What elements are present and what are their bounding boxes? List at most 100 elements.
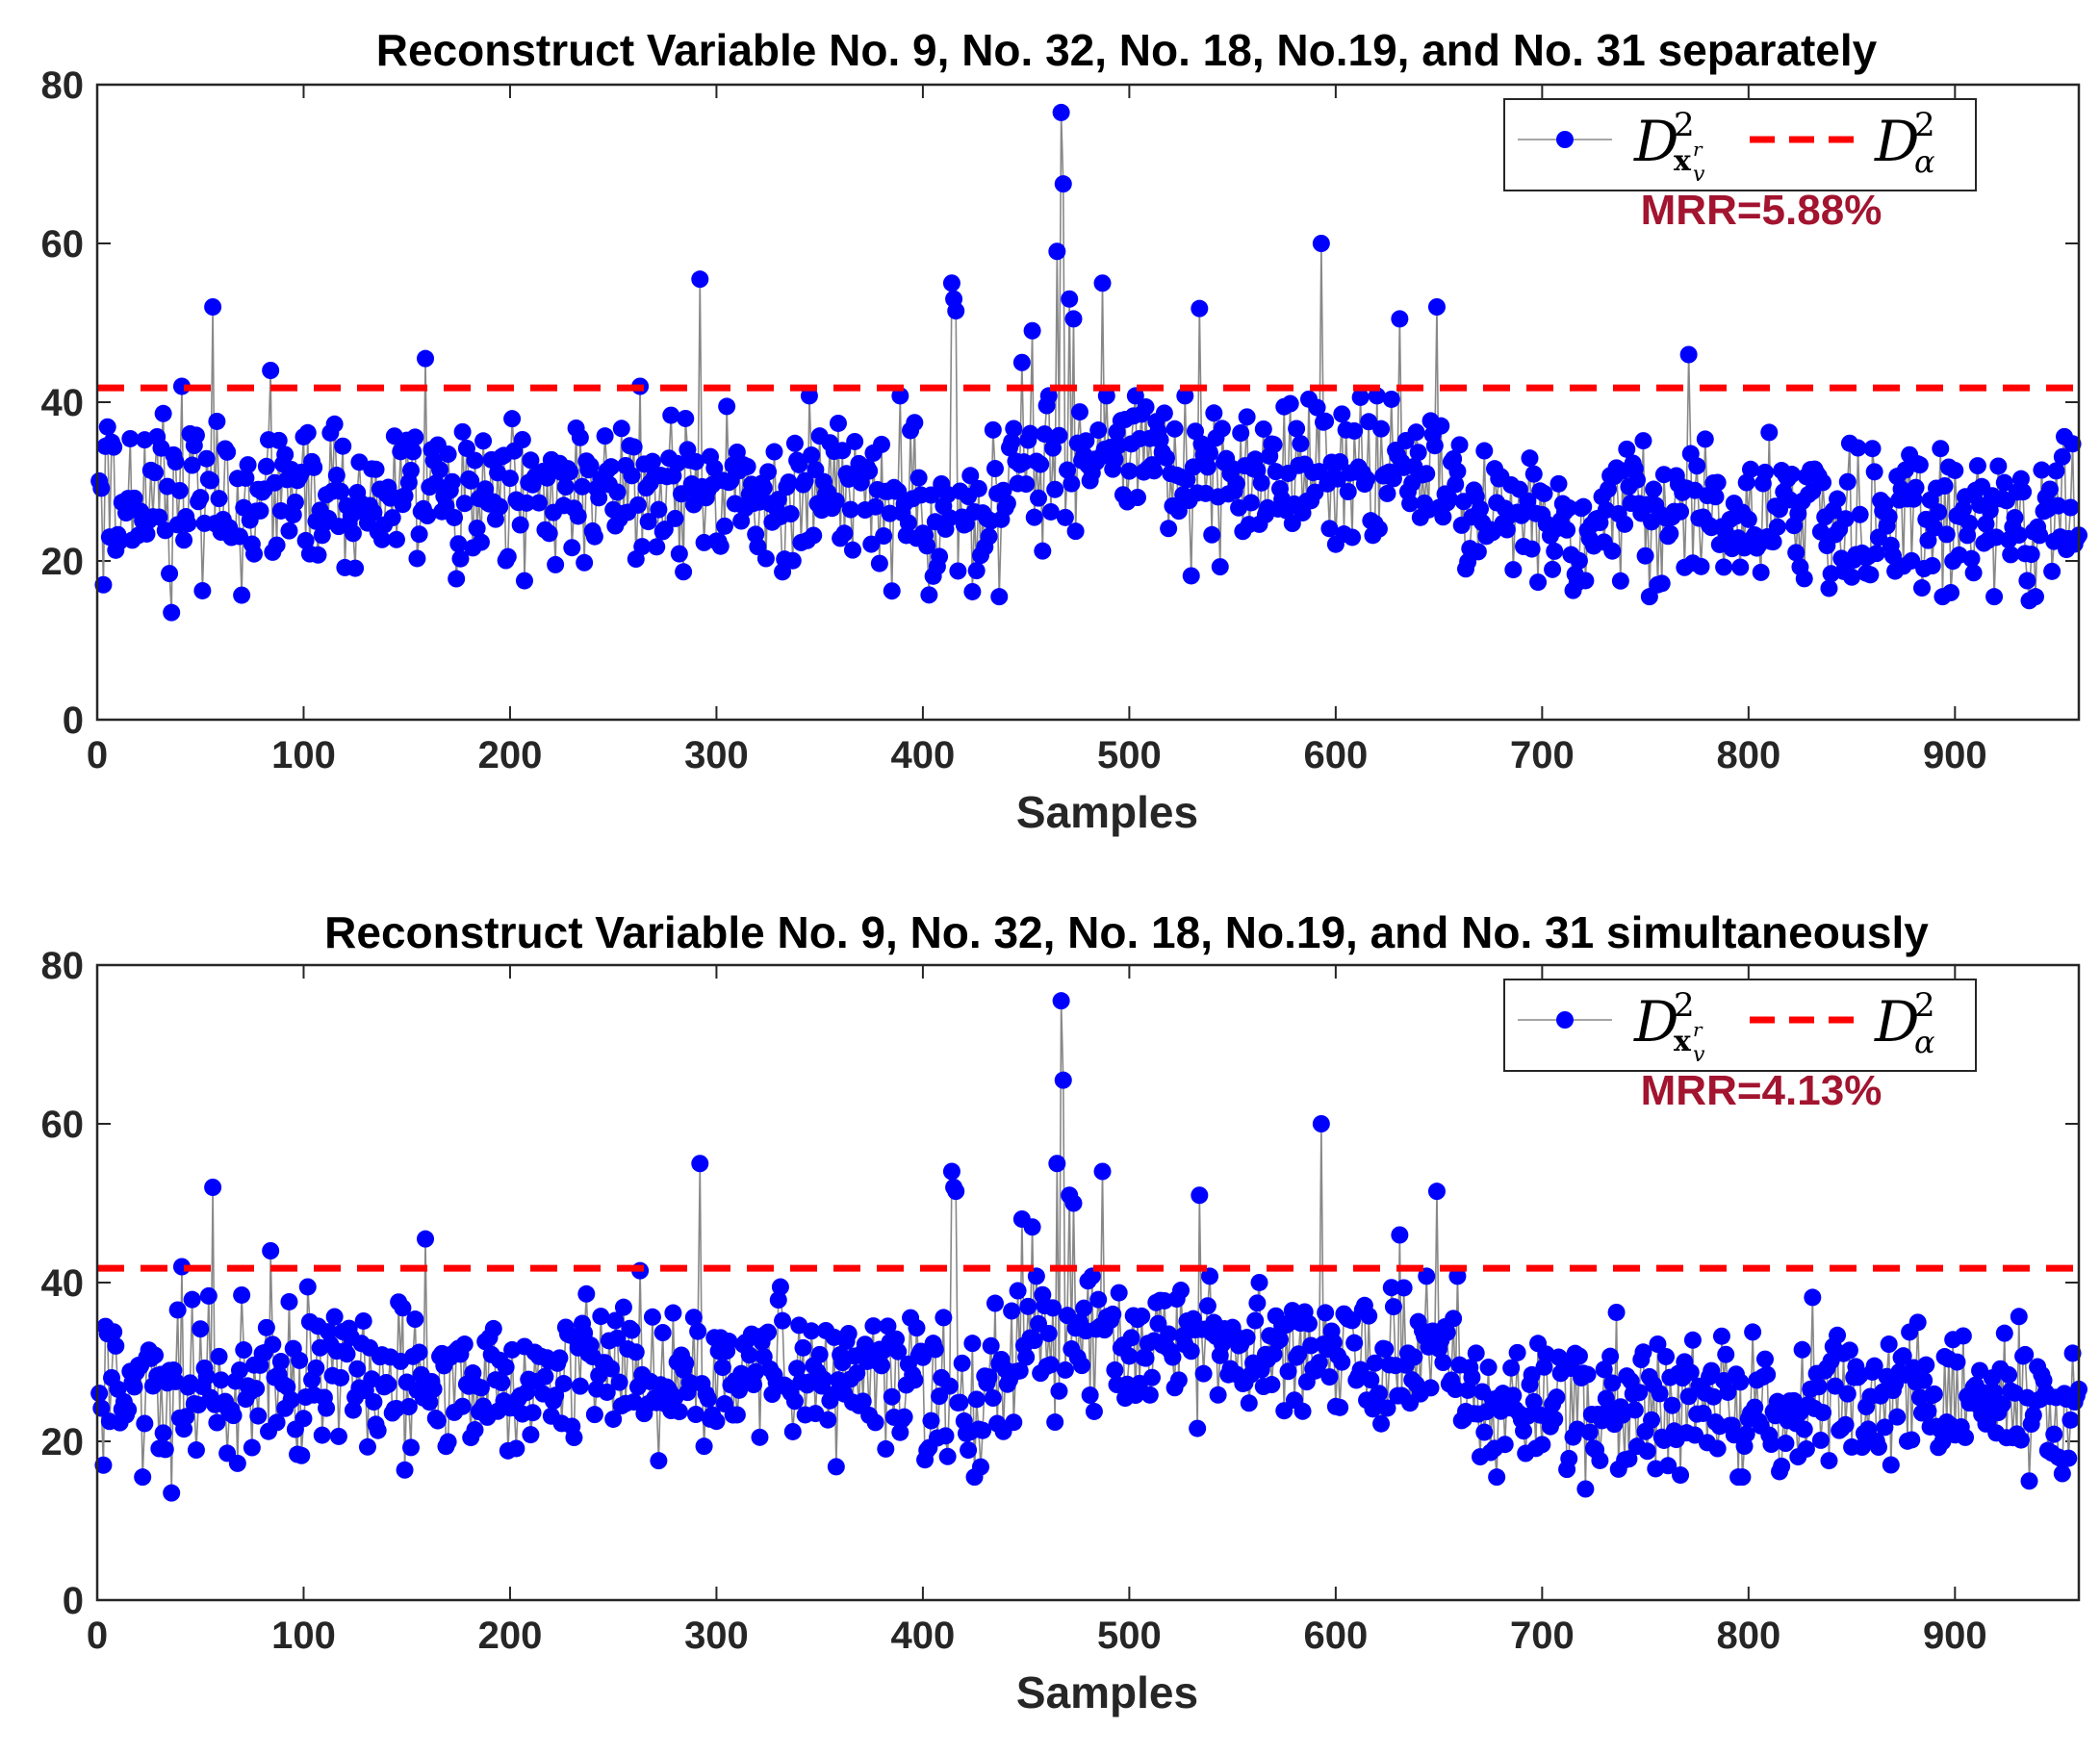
data-point	[1017, 1348, 1036, 1366]
data-point	[90, 1385, 109, 1403]
data-point	[1681, 1363, 1700, 1382]
data-point	[269, 431, 288, 449]
data-point	[606, 1311, 625, 1330]
x-tick-label: 300	[684, 1615, 749, 1657]
data-point	[1003, 1302, 1021, 1320]
data-point	[1479, 1359, 1498, 1377]
data-point	[2047, 462, 2065, 480]
data-point	[210, 490, 228, 508]
data-point	[774, 1311, 792, 1330]
data-point	[1942, 583, 1960, 601]
data-point	[1836, 510, 1855, 528]
data-point	[453, 1397, 472, 1415]
data-point	[134, 1468, 152, 1487]
data-point	[1064, 310, 1083, 328]
data-point	[1015, 453, 1034, 471]
data-point	[759, 1323, 778, 1341]
data-point	[751, 1428, 769, 1446]
x-tick-label: 100	[271, 734, 336, 776]
data-point	[1652, 574, 1671, 593]
data-point	[1544, 560, 1562, 578]
data-point	[1376, 1340, 1395, 1359]
data-point	[960, 1441, 978, 1460]
data-point	[666, 509, 684, 527]
data-point	[1861, 566, 1880, 584]
data-point	[1023, 321, 1041, 340]
data-point	[1164, 1348, 1182, 1366]
data-point	[922, 1412, 940, 1430]
data-point	[785, 1392, 804, 1411]
data-point	[1155, 404, 1173, 422]
data-point	[1310, 463, 1328, 481]
data-point	[1636, 547, 1654, 565]
data-point	[2006, 509, 2024, 527]
data-point	[243, 1438, 261, 1457]
data-point	[1041, 502, 1060, 521]
data-point	[237, 469, 255, 487]
data-point	[121, 429, 140, 447]
data-point	[138, 524, 156, 543]
data-point	[499, 547, 517, 566]
x-tick-label: 800	[1716, 734, 1780, 776]
data-point	[984, 420, 1002, 439]
data-point	[571, 428, 589, 446]
data-point	[1344, 528, 1362, 547]
x-axis-label: Samples	[1016, 1667, 1198, 1717]
data-point	[1160, 520, 1178, 538]
data-point	[472, 533, 490, 551]
data-point	[1741, 460, 1759, 478]
data-point	[1320, 1368, 1339, 1386]
data-point	[354, 1311, 372, 1330]
data-point	[1252, 473, 1270, 492]
data-point	[1384, 1298, 1402, 1316]
data-point	[949, 562, 967, 580]
data-point	[713, 1359, 731, 1377]
mrr-annotation: MRR=5.88%	[1641, 187, 1882, 234]
data-point	[94, 1456, 113, 1474]
data-point	[563, 539, 581, 557]
x-tick-label: 200	[478, 1615, 543, 1657]
data-point	[1238, 1329, 1256, 1347]
data-point	[602, 1360, 621, 1378]
data-point	[1535, 1358, 1553, 1376]
data-point	[1863, 440, 1882, 458]
data-point	[2011, 1431, 2030, 1449]
data-point	[1085, 1402, 1103, 1420]
data-point	[2063, 435, 2082, 453]
data-point	[1027, 1267, 1045, 1285]
data-point	[1607, 1303, 1626, 1321]
data-point	[1529, 573, 1548, 592]
data-point	[675, 563, 693, 581]
data-point	[908, 1319, 926, 1337]
data-point	[1059, 461, 1077, 479]
data-point	[769, 1291, 787, 1310]
x-tick-label: 600	[1304, 734, 1369, 776]
data-point	[1246, 1311, 1265, 1330]
data-point	[1758, 1365, 1777, 1384]
data-point	[307, 1359, 325, 1377]
data-point	[1867, 545, 1885, 563]
data-point	[1795, 1420, 1813, 1438]
data-point	[889, 1342, 908, 1361]
data-point	[1445, 1310, 1463, 1328]
data-point	[783, 1422, 802, 1440]
data-point	[1106, 450, 1124, 469]
data-point	[1793, 1340, 1811, 1359]
data-point	[2010, 1308, 2028, 1326]
data-point	[318, 1399, 336, 1417]
data-point	[1126, 387, 1144, 405]
data-point	[298, 423, 317, 442]
data-point	[1093, 274, 1112, 292]
data-point	[1165, 420, 1184, 438]
data-point	[803, 1322, 821, 1340]
data-point	[554, 1375, 573, 1393]
data-point	[1339, 483, 1357, 500]
data-point	[187, 426, 205, 445]
data-point	[146, 464, 165, 482]
data-point	[327, 467, 346, 485]
data-point	[1894, 1347, 1912, 1365]
data-point	[625, 438, 643, 456]
data-point	[2062, 1411, 2080, 1429]
data-point	[684, 1309, 703, 1327]
data-point	[466, 451, 484, 470]
